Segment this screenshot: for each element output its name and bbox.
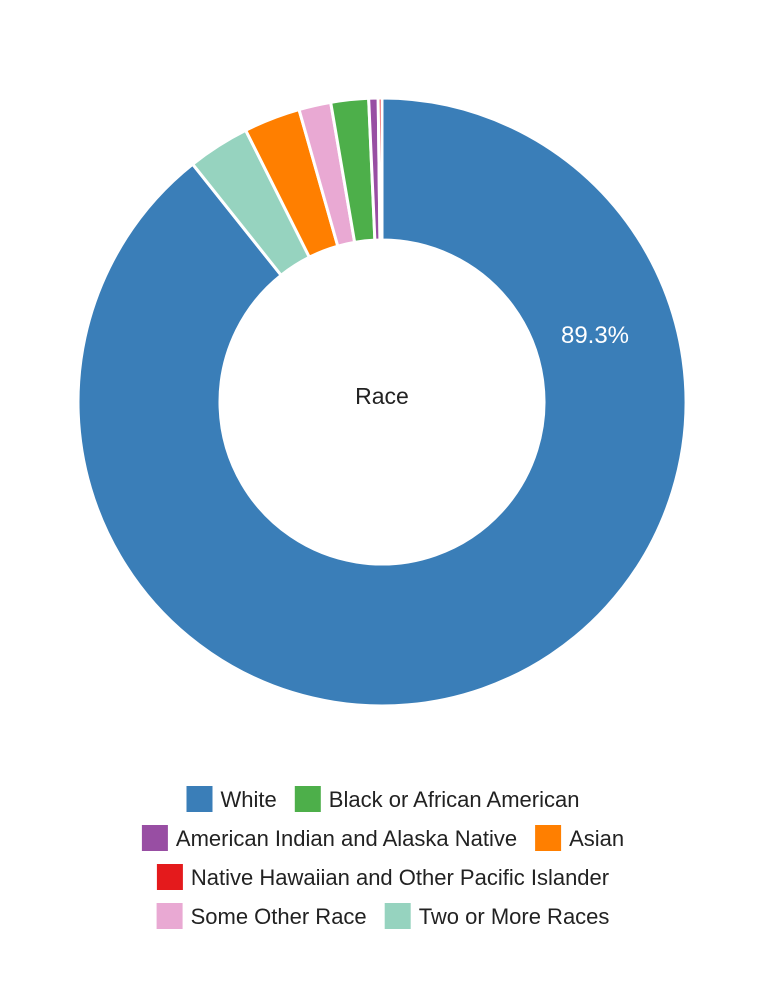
legend-label: White bbox=[221, 787, 277, 812]
legend-label: Black or African American bbox=[329, 787, 580, 812]
legend-label: Asian bbox=[569, 826, 624, 851]
legend-swatch bbox=[156, 864, 183, 890]
center-label: Race bbox=[355, 383, 409, 409]
legend-item-some-other-race[interactable]: Some Other Race bbox=[156, 903, 367, 929]
donut-slices bbox=[76, 96, 688, 708]
legend-label: American Indian and Alaska Native bbox=[176, 826, 517, 851]
slice-white[interactable] bbox=[76, 96, 688, 708]
legend-swatch bbox=[156, 903, 183, 929]
legend-swatch bbox=[535, 825, 562, 851]
data-labels: 89.3% bbox=[561, 322, 629, 349]
legend: White Black or African American American I… bbox=[141, 786, 624, 929]
legend-label: Native Hawaiian and Other Pacific Island… bbox=[191, 865, 609, 890]
legend-swatch bbox=[384, 903, 411, 929]
legend-item-two-or-more-races[interactable]: Two or More Races bbox=[384, 903, 610, 929]
legend-item-white[interactable]: White bbox=[186, 786, 277, 812]
legend-item-black-or-african-american[interactable]: Black or African American bbox=[294, 786, 580, 812]
data-label-white: 89.3% bbox=[561, 322, 629, 349]
legend-item-native-hawaiian-and-other-pacific-islander[interactable]: Native Hawaiian and Other Pacific Island… bbox=[156, 864, 609, 890]
legend-item-asian[interactable]: Asian bbox=[535, 825, 624, 851]
legend-swatch bbox=[294, 786, 321, 812]
legend-item-american-indian-and-alaska-native[interactable]: American Indian and Alaska Native bbox=[141, 825, 517, 851]
slice-native-hawaiian-and-other-pacific-islander[interactable] bbox=[376, 96, 384, 242]
legend-swatch bbox=[141, 825, 168, 851]
legend-label: Two or More Races bbox=[419, 904, 610, 929]
legend-swatch bbox=[186, 786, 213, 812]
legend-label: Some Other Race bbox=[191, 904, 367, 929]
